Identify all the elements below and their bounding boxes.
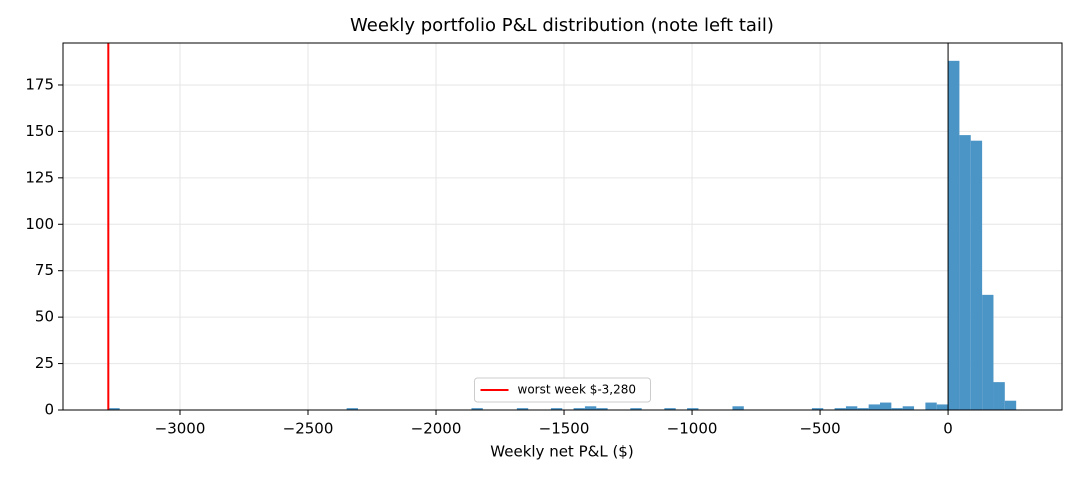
bar (993, 382, 1005, 410)
x-tick-label: −3000 (155, 420, 206, 438)
bar (970, 140, 983, 411)
bar (811, 408, 824, 410)
bar (834, 408, 846, 410)
bar (732, 406, 744, 410)
bar (664, 408, 676, 410)
x-tick-label: −500 (799, 420, 840, 438)
bar (868, 404, 880, 410)
chart-title: Weekly portfolio P&L distribution (note … (350, 15, 774, 36)
bar (936, 404, 949, 410)
bar (516, 408, 529, 410)
bar (845, 406, 858, 410)
y-tick-label: 125 (25, 168, 54, 186)
y-tick-label: 25 (35, 354, 54, 372)
y-tick-label: 50 (35, 308, 54, 326)
bar (925, 402, 937, 410)
y-tick-label: 150 (25, 122, 54, 140)
bar (630, 408, 642, 410)
bar (902, 406, 915, 410)
y-tick-label: 75 (35, 261, 54, 279)
bar (687, 408, 699, 410)
bar (959, 135, 971, 410)
x-tick-label: −1500 (539, 420, 590, 438)
legend-label: worst week $-3,280 (518, 383, 637, 397)
y-tick-label: 100 (25, 215, 54, 233)
bar (471, 408, 483, 410)
y-tick-label: 175 (25, 75, 54, 93)
bar (857, 408, 869, 410)
bar (879, 402, 892, 410)
bar (346, 408, 358, 410)
bar (550, 408, 563, 410)
bar (584, 406, 597, 410)
x-tick-label: −2500 (283, 420, 334, 438)
bar (1004, 400, 1017, 410)
x-axis-label: Weekly net P&L ($) (490, 443, 633, 461)
plot-frame (62, 42, 1063, 411)
x-tick-label: −1000 (667, 420, 718, 438)
bar (982, 294, 994, 410)
bar (573, 408, 585, 410)
bar (891, 408, 903, 410)
x-tick-label: 0 (943, 420, 953, 438)
y-tick-label: 0 (44, 401, 54, 419)
legend-box (474, 377, 651, 403)
bar (596, 408, 608, 410)
x-tick-label: −2000 (411, 420, 462, 438)
bar (948, 60, 960, 411)
bar (108, 408, 120, 410)
